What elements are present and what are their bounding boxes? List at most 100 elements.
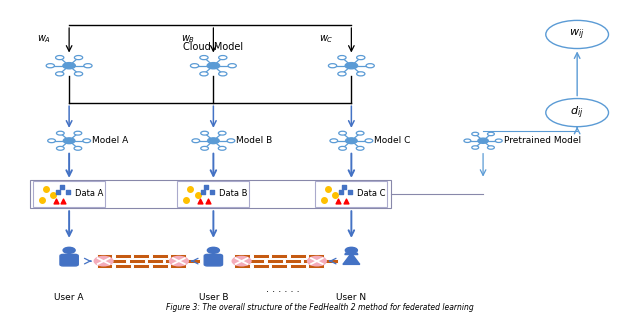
Circle shape bbox=[201, 131, 209, 135]
Circle shape bbox=[345, 63, 358, 69]
FancyBboxPatch shape bbox=[271, 264, 287, 268]
Circle shape bbox=[201, 146, 209, 150]
Point bbox=[345, 189, 355, 194]
Text: Data A: Data A bbox=[75, 189, 103, 198]
Point bbox=[36, 197, 47, 202]
FancyBboxPatch shape bbox=[33, 181, 105, 207]
Circle shape bbox=[488, 132, 494, 136]
Text: User N: User N bbox=[336, 293, 367, 301]
Point bbox=[197, 189, 207, 194]
Circle shape bbox=[356, 56, 365, 60]
FancyBboxPatch shape bbox=[290, 254, 305, 258]
Point bbox=[339, 185, 349, 190]
Circle shape bbox=[56, 146, 64, 150]
Text: User A: User A bbox=[54, 293, 84, 301]
FancyBboxPatch shape bbox=[308, 254, 324, 258]
Circle shape bbox=[328, 64, 337, 68]
FancyBboxPatch shape bbox=[170, 264, 186, 268]
Ellipse shape bbox=[546, 20, 609, 48]
FancyBboxPatch shape bbox=[60, 254, 78, 266]
Circle shape bbox=[464, 139, 471, 143]
Circle shape bbox=[191, 64, 198, 68]
Circle shape bbox=[74, 56, 83, 60]
Circle shape bbox=[472, 132, 479, 136]
Circle shape bbox=[56, 56, 64, 60]
Point bbox=[319, 197, 329, 202]
Point bbox=[181, 197, 191, 202]
FancyBboxPatch shape bbox=[97, 264, 113, 268]
FancyBboxPatch shape bbox=[253, 264, 269, 268]
Point bbox=[51, 198, 61, 203]
FancyBboxPatch shape bbox=[184, 259, 200, 263]
Circle shape bbox=[488, 146, 494, 149]
Point bbox=[193, 192, 203, 197]
Circle shape bbox=[74, 72, 83, 76]
Point bbox=[58, 198, 68, 203]
Point bbox=[330, 192, 340, 197]
Point bbox=[333, 198, 344, 203]
Text: $d_{ij}$: $d_{ij}$ bbox=[570, 104, 584, 121]
Text: · · · · · ·: · · · · · · bbox=[266, 287, 299, 297]
Point bbox=[335, 189, 346, 194]
FancyBboxPatch shape bbox=[253, 254, 269, 258]
Point bbox=[340, 198, 351, 203]
Polygon shape bbox=[343, 253, 360, 264]
Circle shape bbox=[330, 139, 338, 143]
Circle shape bbox=[338, 56, 346, 60]
Circle shape bbox=[227, 139, 235, 143]
FancyBboxPatch shape bbox=[97, 254, 113, 258]
Text: User B: User B bbox=[198, 293, 228, 301]
FancyBboxPatch shape bbox=[170, 254, 186, 258]
Circle shape bbox=[218, 131, 226, 135]
FancyBboxPatch shape bbox=[322, 259, 338, 263]
Circle shape bbox=[56, 131, 64, 135]
FancyBboxPatch shape bbox=[152, 264, 168, 268]
FancyBboxPatch shape bbox=[234, 254, 250, 258]
Ellipse shape bbox=[546, 99, 609, 127]
FancyBboxPatch shape bbox=[177, 181, 250, 207]
FancyBboxPatch shape bbox=[152, 254, 168, 258]
Polygon shape bbox=[345, 253, 358, 255]
FancyBboxPatch shape bbox=[129, 259, 145, 263]
FancyBboxPatch shape bbox=[110, 259, 126, 263]
Text: Data C: Data C bbox=[357, 189, 386, 198]
Circle shape bbox=[200, 56, 208, 60]
FancyBboxPatch shape bbox=[248, 259, 264, 263]
Circle shape bbox=[63, 63, 76, 69]
Point bbox=[201, 185, 211, 190]
Text: $w_A$: $w_A$ bbox=[37, 33, 51, 45]
Point bbox=[53, 189, 63, 194]
Text: Pretrained Model: Pretrained Model bbox=[504, 136, 581, 145]
Circle shape bbox=[219, 72, 227, 76]
Circle shape bbox=[74, 131, 82, 135]
FancyBboxPatch shape bbox=[133, 254, 149, 258]
FancyBboxPatch shape bbox=[290, 264, 305, 268]
Text: Model A: Model A bbox=[92, 136, 128, 145]
Text: Figure 3: The overall structure of the FedHealth 2 method for federated learning: Figure 3: The overall structure of the F… bbox=[166, 303, 474, 313]
Point bbox=[202, 198, 212, 203]
FancyBboxPatch shape bbox=[147, 259, 163, 263]
Circle shape bbox=[207, 138, 219, 144]
Text: Model C: Model C bbox=[374, 136, 410, 145]
Point bbox=[41, 187, 51, 192]
Circle shape bbox=[192, 139, 200, 143]
FancyBboxPatch shape bbox=[303, 259, 319, 263]
Circle shape bbox=[339, 131, 346, 135]
Circle shape bbox=[346, 138, 357, 144]
Circle shape bbox=[338, 72, 346, 76]
FancyBboxPatch shape bbox=[285, 259, 301, 263]
Point bbox=[323, 187, 333, 192]
Circle shape bbox=[219, 56, 227, 60]
FancyBboxPatch shape bbox=[115, 254, 131, 258]
Circle shape bbox=[207, 247, 220, 253]
Circle shape bbox=[63, 247, 75, 253]
Point bbox=[185, 187, 195, 192]
Circle shape bbox=[56, 72, 64, 76]
Point bbox=[57, 185, 67, 190]
Circle shape bbox=[84, 64, 92, 68]
Circle shape bbox=[48, 139, 56, 143]
Circle shape bbox=[200, 72, 208, 76]
Text: Model B: Model B bbox=[236, 136, 272, 145]
Point bbox=[195, 198, 205, 203]
FancyBboxPatch shape bbox=[316, 181, 387, 207]
